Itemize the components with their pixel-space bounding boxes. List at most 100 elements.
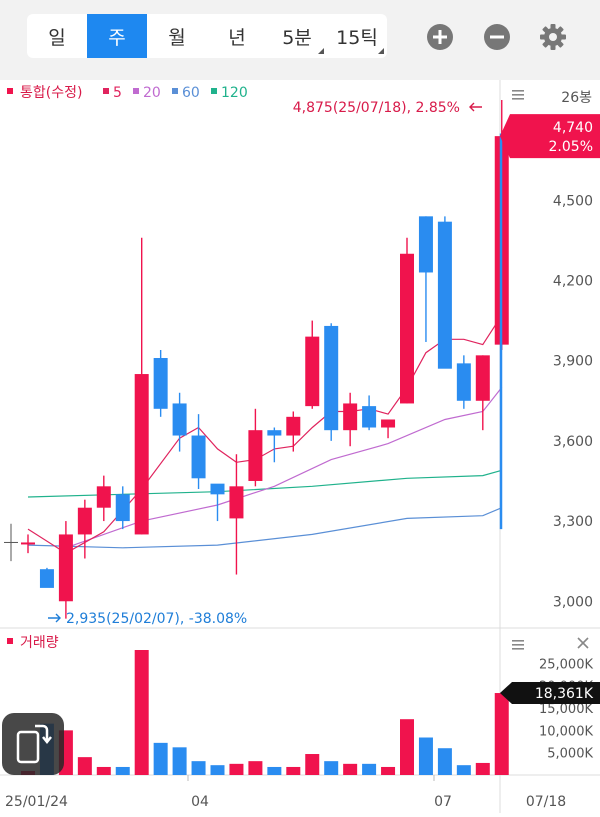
tab-3[interactable]: 년 bbox=[207, 14, 267, 58]
period-toolbar: 일 주 월 년 5분 15틱 bbox=[0, 0, 600, 80]
current-volume-label: 18,361K bbox=[535, 686, 594, 702]
candle bbox=[456, 355, 471, 409]
volume-bar bbox=[456, 765, 471, 775]
volume-tick-label: 5,000K bbox=[547, 747, 593, 762]
candle-body bbox=[96, 486, 111, 508]
minus-circle-icon bbox=[490, 35, 504, 39]
candle-body bbox=[153, 358, 168, 409]
legend-ma-label: 20 bbox=[143, 85, 161, 101]
volume-tick-label: 25,000K bbox=[539, 657, 593, 672]
tab-label: 일 bbox=[48, 26, 66, 49]
tab-5[interactable]: 15틱 bbox=[327, 14, 387, 58]
candle bbox=[210, 483, 225, 522]
volume-bar bbox=[305, 754, 320, 775]
candle bbox=[248, 408, 263, 487]
candle bbox=[172, 392, 187, 452]
candle bbox=[58, 521, 73, 619]
candle-count-label: 26봉 bbox=[561, 90, 592, 106]
price-tick-label: 3,600 bbox=[553, 434, 593, 450]
volume-bar bbox=[267, 766, 282, 775]
volume-tick-label: 15,000K bbox=[539, 702, 593, 717]
candle bbox=[267, 427, 282, 463]
candle bbox=[286, 411, 301, 452]
tab-label: 15틱 bbox=[336, 26, 378, 49]
volume-bar bbox=[229, 763, 244, 775]
candle bbox=[134, 237, 149, 535]
volume-bar bbox=[286, 766, 301, 775]
candle bbox=[305, 320, 320, 409]
rotate-screen-button[interactable] bbox=[2, 713, 64, 775]
legend-swatch bbox=[7, 88, 13, 94]
candle bbox=[343, 392, 358, 447]
candle bbox=[96, 475, 111, 522]
candle-body bbox=[362, 406, 377, 428]
volume-tick-label: 10,000K bbox=[539, 724, 593, 739]
volume-bar bbox=[191, 761, 206, 775]
candle-body bbox=[305, 336, 320, 407]
candle bbox=[77, 499, 92, 559]
tab-label: 년 bbox=[228, 26, 246, 49]
candle bbox=[39, 567, 54, 588]
candle-body bbox=[381, 419, 396, 428]
tab-2[interactable]: 월 bbox=[147, 14, 207, 58]
ma60-line bbox=[27, 507, 503, 549]
candle-body bbox=[267, 430, 282, 436]
low-marker-label: 2,935(25/02/07), -38.08% bbox=[66, 611, 247, 627]
volume-menu-icon[interactable] bbox=[512, 640, 524, 650]
x-tick-label: 07 bbox=[434, 794, 452, 810]
candle bbox=[475, 355, 490, 431]
current-price-tag bbox=[500, 114, 600, 159]
settings-button[interactable] bbox=[539, 23, 567, 51]
tab-label: 월 bbox=[168, 26, 186, 49]
current-price-label: 4,740 bbox=[553, 120, 593, 136]
volume-bar bbox=[362, 763, 377, 775]
volume-bar bbox=[475, 762, 490, 775]
candle bbox=[115, 486, 130, 530]
volume-bar bbox=[172, 747, 187, 775]
close-line bbox=[577, 637, 589, 649]
dropdown-corner-icon bbox=[318, 48, 324, 54]
candle-body bbox=[191, 435, 206, 479]
volume-bar bbox=[210, 765, 225, 775]
stock-chart[interactable]: 통합(수정) 5 20 60 120 26봉 4,500 4,200 3,900 3,600 3,3… bbox=[0, 80, 600, 813]
tab-4[interactable]: 5분 bbox=[267, 14, 327, 58]
candle-body bbox=[21, 542, 35, 545]
x-tick-label: 07/18 bbox=[526, 794, 566, 810]
menu-icon-line bbox=[512, 644, 524, 646]
close-volume-icon[interactable] bbox=[577, 637, 589, 649]
price-menu-icon[interactable] bbox=[512, 90, 524, 100]
legend-series-label: 통합(수정) bbox=[20, 85, 82, 101]
gear-icon bbox=[540, 24, 566, 50]
price-tick-label: 4,200 bbox=[553, 273, 593, 289]
volume-title: 거래량 bbox=[20, 635, 59, 651]
volume-bar bbox=[153, 742, 168, 775]
candle bbox=[362, 395, 377, 431]
current-volume-tag bbox=[500, 682, 600, 705]
volume-bar bbox=[381, 766, 396, 775]
volume-bar bbox=[77, 757, 92, 775]
candle bbox=[400, 237, 414, 404]
tab-label: 주 bbox=[108, 26, 126, 49]
volume-bar bbox=[134, 650, 149, 775]
dropdown-corner-icon bbox=[378, 48, 384, 54]
candle-body bbox=[475, 355, 490, 401]
candle-body bbox=[172, 403, 187, 436]
current-change-label: 2.05% bbox=[549, 139, 593, 155]
legend-ma-label: 60 bbox=[182, 85, 200, 101]
tab-0[interactable]: 일 bbox=[27, 14, 87, 58]
candle bbox=[381, 419, 396, 439]
price-tick-label: 3,300 bbox=[553, 514, 593, 530]
candle-body bbox=[77, 507, 92, 535]
candle-body bbox=[248, 430, 263, 481]
candle-body bbox=[229, 486, 244, 519]
menu-icon-line bbox=[512, 648, 524, 650]
tab-1[interactable]: 주 bbox=[87, 14, 147, 58]
tab-label: 5분 bbox=[282, 26, 312, 49]
legend-ma-swatch bbox=[103, 88, 109, 94]
menu-icon-line bbox=[512, 640, 524, 642]
zoom-in-button[interactable] bbox=[427, 24, 453, 50]
menu-icon-line bbox=[512, 90, 524, 92]
zoom-out-button[interactable] bbox=[484, 24, 510, 50]
candle-body bbox=[418, 216, 433, 273]
volume-bar bbox=[248, 761, 263, 775]
